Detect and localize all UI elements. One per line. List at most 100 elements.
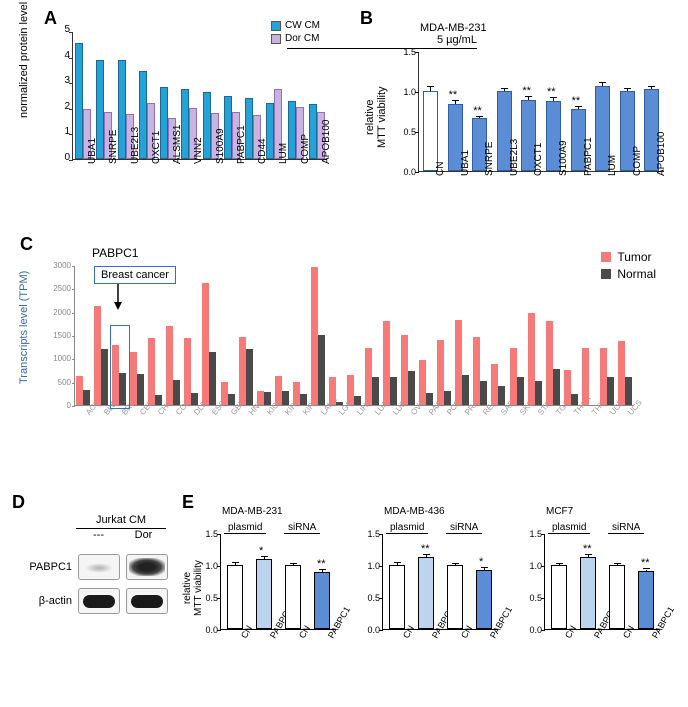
panel-c-ylabel: Transcripts level (TPM): [18, 271, 30, 384]
lane-pabpc1-dor: [126, 554, 168, 580]
bar-normal: [553, 369, 560, 405]
bar-cw: [245, 98, 253, 159]
xtick: APOB100: [656, 132, 667, 176]
bar-cw: [118, 60, 126, 159]
xtick: COMP: [632, 146, 643, 176]
bar-cw: [139, 71, 147, 159]
bar-tumor: [491, 364, 498, 405]
bar-normal: [137, 374, 144, 405]
subpanel-plot: 0.00.51.01.5CN*PABPC1CN**PABPC1: [220, 534, 336, 630]
bar: [227, 565, 243, 629]
xtick: PABPC1: [583, 137, 594, 176]
panel-a: CW CM Dor CM normalized protein level 01…: [20, 28, 340, 198]
panel-b-title: MDA-MB-231: [420, 22, 487, 34]
xtick: OXCT1: [533, 143, 544, 176]
bar: [285, 565, 301, 629]
bar-normal: [535, 381, 542, 405]
panel-c-title: PABPC1: [92, 246, 138, 260]
bar-normal: [480, 381, 487, 405]
bar-normal: [282, 391, 289, 405]
bar-cw: [224, 96, 232, 159]
bar-tumor: [365, 348, 372, 405]
subpanel: MDA-MB-436plasmidsiRNA0.00.51.01.5CN**PA…: [348, 506, 504, 676]
blot-row-actin: β-actin: [14, 588, 170, 614]
bar-tumor: [257, 391, 264, 405]
bar: [551, 565, 567, 629]
subpanel-plot: 0.00.51.01.5CN**PABPC1CN**PABPC1: [544, 534, 660, 630]
bar-tumor: [510, 348, 517, 405]
bar-cw: [266, 103, 274, 159]
bar-tumor: [528, 313, 535, 405]
subpanel-plot: 0.00.51.01.5CN**PABPC1CN*PABPC1: [382, 534, 498, 630]
bar-cw: [75, 43, 83, 159]
bar: [389, 565, 405, 629]
xtick: CN: [435, 162, 446, 176]
panel-a-ylabel: normalized protein level: [18, 2, 30, 118]
bar-tumor: [130, 352, 137, 405]
bar-tumor: [564, 370, 571, 405]
panel-d: Jurkat CM ---Dor PABPC1 β-actin: [14, 514, 170, 684]
bar-normal: [209, 352, 216, 405]
bar: [256, 559, 272, 629]
lane-pabpc1-cn: [78, 554, 120, 580]
bar-tumor: [419, 360, 426, 405]
subpanel: MCF7plasmidsiRNA0.00.51.01.5CN**PABPC1CN…: [510, 506, 666, 676]
bar-cw: [203, 92, 211, 159]
xtick: UBE2L3: [509, 139, 520, 176]
bar-normal: [607, 377, 614, 405]
bar: [314, 572, 330, 629]
bar-tumor: [437, 340, 444, 405]
panel-b-ylabel: relativeMTT viability: [364, 86, 388, 148]
bar: [476, 570, 492, 629]
bar-tumor: [275, 376, 282, 405]
bar-normal: [408, 371, 415, 405]
bar: [423, 91, 438, 171]
bar-tumor: [329, 377, 336, 405]
bar-tumor: [76, 376, 83, 405]
bar-cw: [160, 87, 168, 159]
xtick: S100A9: [558, 140, 569, 176]
bar-tumor: [221, 382, 228, 405]
bar-tumor: [184, 338, 191, 405]
bar-tumor: [166, 326, 173, 405]
bar-normal: [246, 349, 253, 405]
highlight-rect: [110, 325, 130, 409]
bar-normal: [228, 394, 235, 405]
lane-actin-dor: [126, 588, 168, 614]
bar-normal: [498, 386, 505, 405]
bar-tumor: [546, 321, 553, 405]
panel-c: PABPC1 Breast cancer Tumor Normal Transc…: [24, 252, 664, 444]
bar: [418, 557, 434, 629]
panel-b-letter: B: [360, 8, 373, 29]
panel-b-note: 5 µg/mL: [437, 34, 627, 49]
panel-b-plot: 0.00.51.01.5CN**UBA1**SNRPEUBE2L3**OXCT1…: [418, 52, 664, 172]
bar-normal: [83, 390, 90, 405]
bar-tumor: [618, 341, 625, 405]
bar-tumor: [293, 382, 300, 405]
bar-tumor: [455, 320, 462, 405]
panel-a-letter: A: [44, 8, 57, 29]
lane-actin-cn: [78, 588, 120, 614]
bar-normal: [625, 377, 632, 405]
bar-tumor: [202, 283, 209, 405]
bar: [580, 557, 596, 629]
bar-tumor: [473, 337, 480, 405]
subpanel-title: MDA-MB-436: [384, 506, 445, 517]
bar: [638, 571, 654, 629]
bar-tumor: [239, 337, 246, 405]
bar-normal: [318, 335, 325, 405]
subpanel-title: MDA-MB-231: [222, 506, 283, 517]
blot-row-pabpc1: PABPC1: [14, 554, 170, 580]
panel-b: MDA-MB-231 5 µg/mL relativeMTT viability…: [360, 28, 672, 218]
bar-tumor: [94, 306, 101, 405]
bar-normal: [462, 375, 469, 405]
bar-tumor: [148, 338, 155, 405]
bar-normal: [517, 377, 524, 405]
xtick: UBA1: [460, 150, 471, 176]
panel-d-group: Jurkat CM ---Dor: [76, 514, 166, 541]
bar-cw: [288, 101, 296, 159]
bar-tumor: [347, 375, 354, 405]
bar-tumor: [582, 348, 589, 405]
xtick: SNRPE: [484, 142, 495, 176]
panel-e-ylabel: relativeMTT viability: [182, 560, 204, 616]
